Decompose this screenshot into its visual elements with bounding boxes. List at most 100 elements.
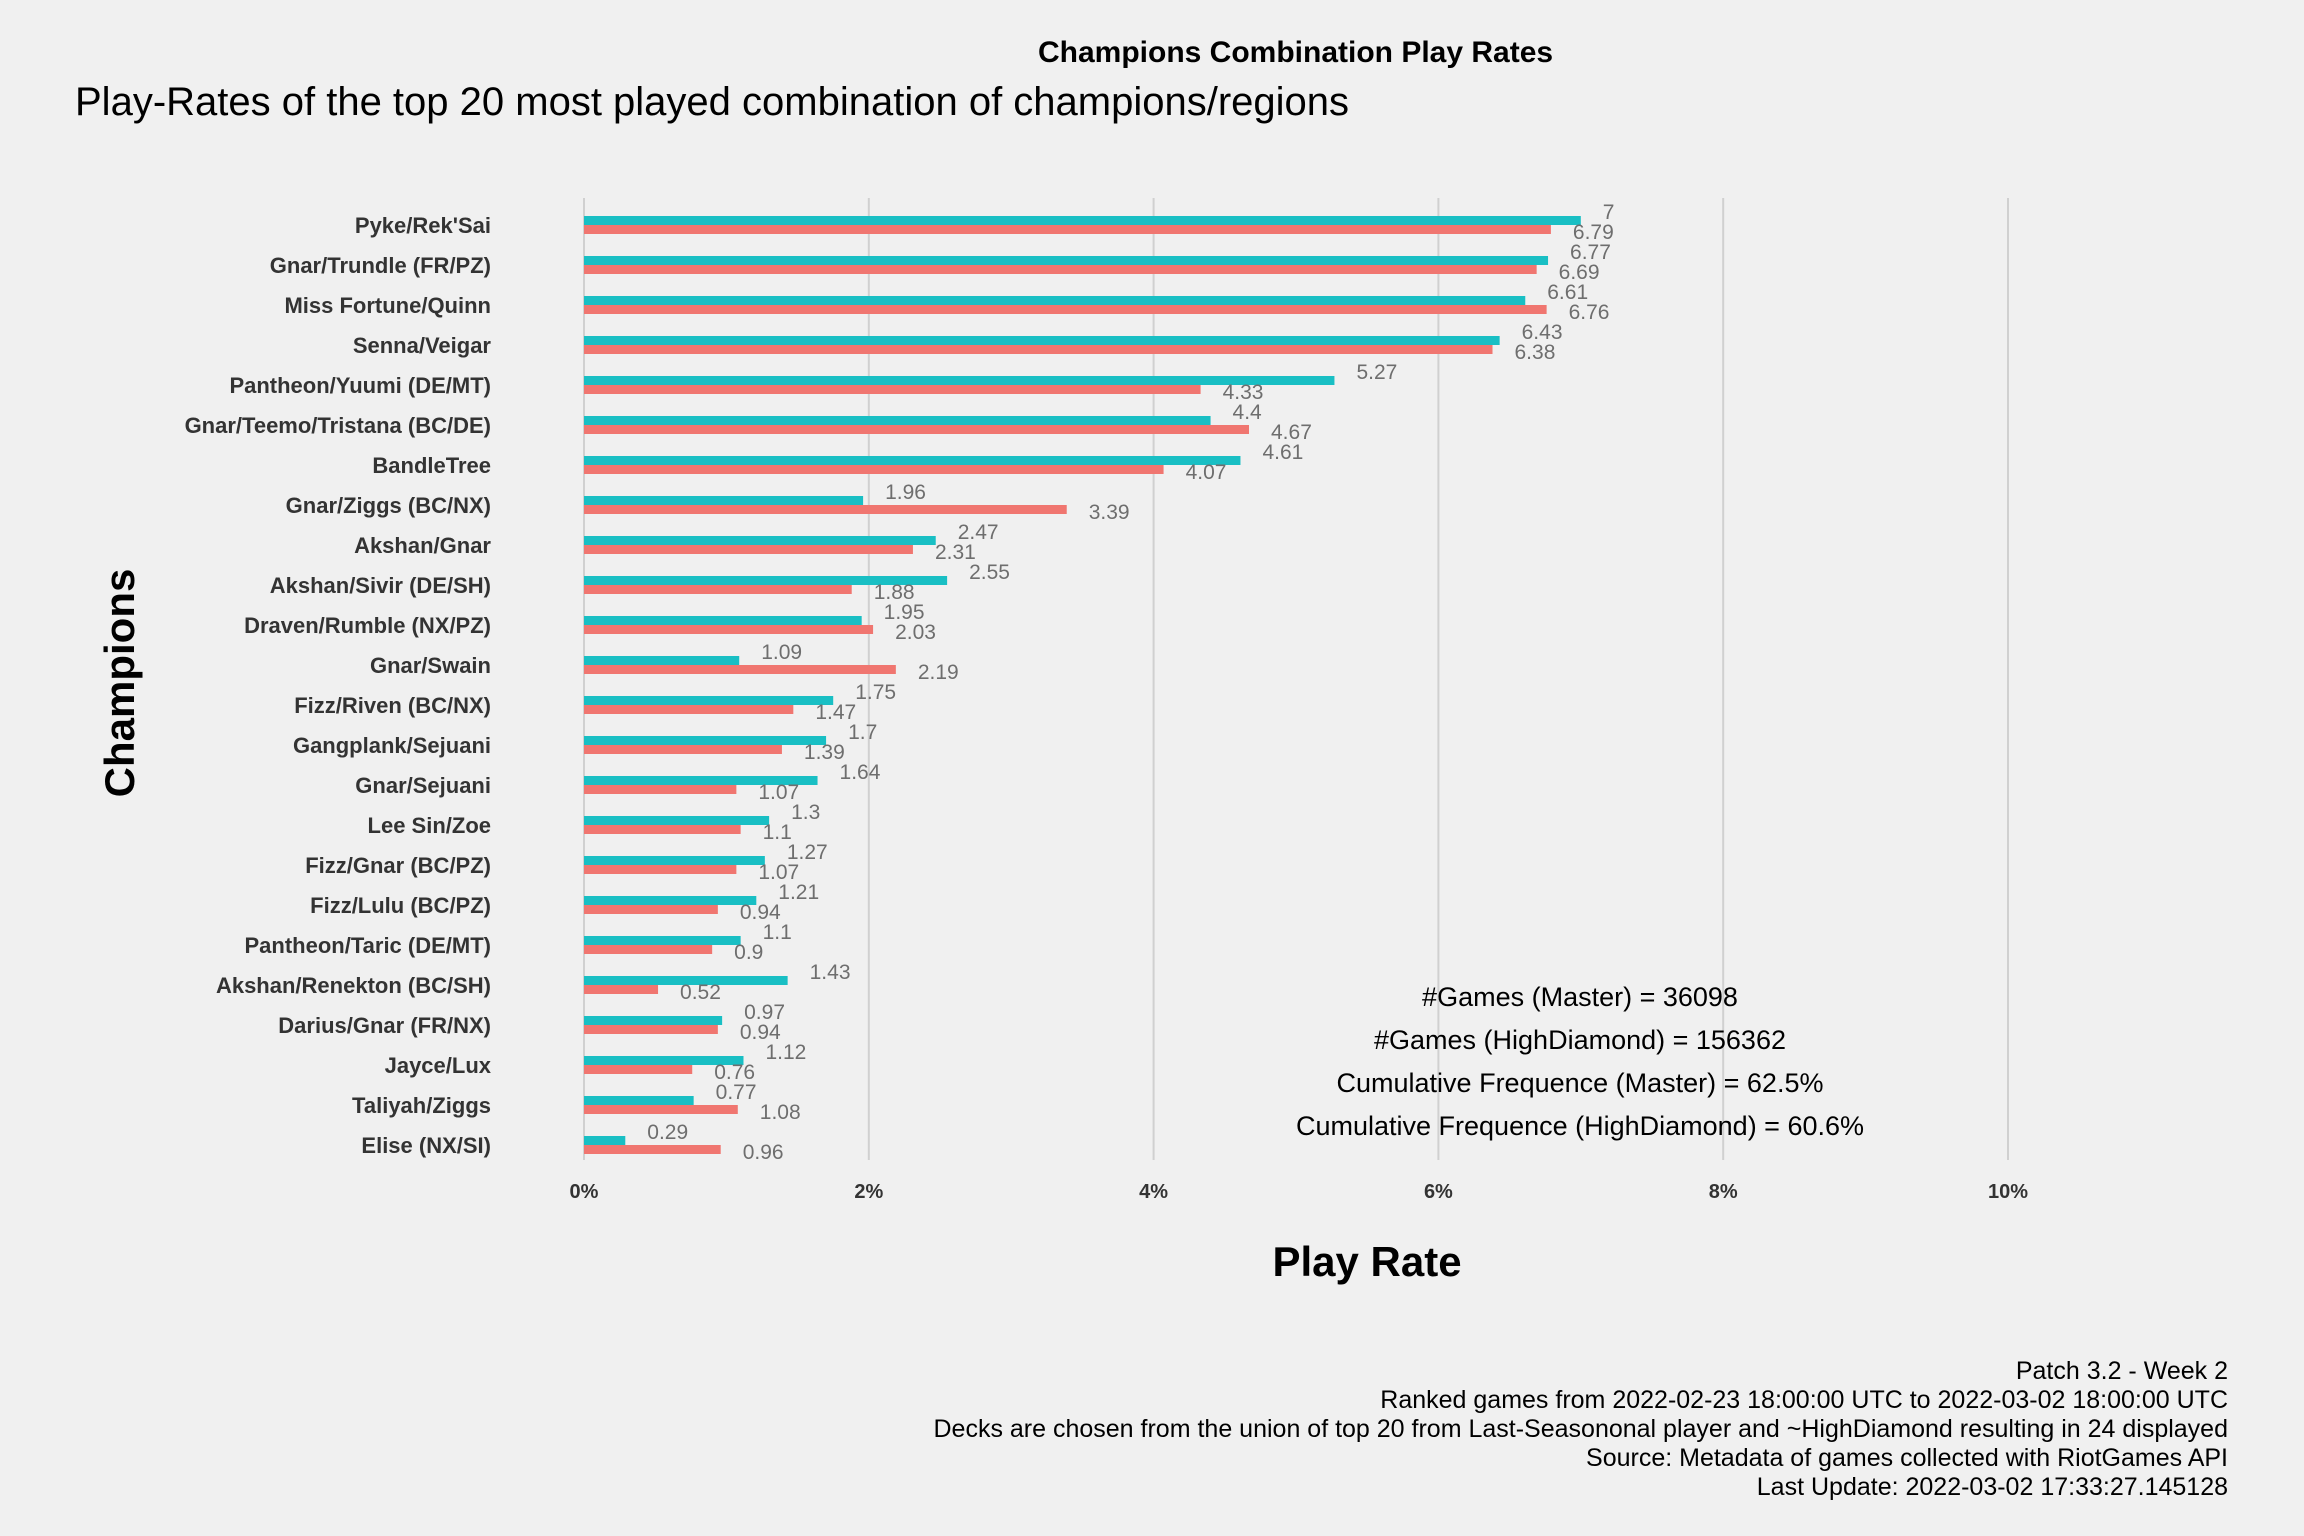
bar-master <box>584 456 1241 465</box>
bar-highdiamond <box>584 665 896 674</box>
value-label-master: 1.21 <box>778 881 819 904</box>
category-label: Senna/Veigar <box>353 333 492 358</box>
value-label-master: 5.27 <box>1356 361 1397 384</box>
value-label-highdiamond: 6.76 <box>1569 301 1610 324</box>
category-label: Gnar/Sejuani <box>355 773 491 798</box>
category-label: Gnar/Swain <box>370 653 491 678</box>
x-axis-label: Play Rate <box>1272 1238 1462 1285</box>
value-label-master: 0.29 <box>647 1121 688 1144</box>
bar-master <box>584 616 862 625</box>
bar-master <box>584 816 770 825</box>
bar-highdiamond <box>584 945 713 954</box>
footer-line: Source: Metadata of games collected with… <box>1586 1444 2228 1472</box>
annotation-games-highdiamond: #Games (HighDiamond) = 156362 <box>1374 1025 1786 1055</box>
bar-master <box>584 656 740 665</box>
bar-highdiamond <box>584 385 1201 394</box>
value-label-highdiamond: 2.19 <box>918 661 959 684</box>
bar-master <box>584 776 818 785</box>
category-label: Akshan/Sivir (DE/SH) <box>270 573 491 598</box>
category-label: Draven/Rumble (NX/PZ) <box>244 613 491 638</box>
footer-line: Last Update: 2022-03-02 17:33:27.145128 <box>1756 1473 2228 1501</box>
value-label-master: 1.1 <box>763 921 792 944</box>
value-label-master: 4.61 <box>1262 441 1303 464</box>
bar-master <box>584 1136 626 1145</box>
bar-highdiamond <box>584 865 737 874</box>
footer-line: Decks are chosen from the union of top 2… <box>933 1415 2228 1443</box>
bar-highdiamond <box>584 1105 738 1114</box>
bar-highdiamond <box>584 305 1547 314</box>
category-label: Akshan/Gnar <box>354 533 491 558</box>
bar-highdiamond <box>584 265 1537 274</box>
bar-highdiamond <box>584 585 852 594</box>
bar-master <box>584 1016 723 1025</box>
bar-master <box>584 896 757 905</box>
value-label-master: 6.43 <box>1522 321 1563 344</box>
footer-line: Ranked games from 2022-02-23 18:00:00 UT… <box>1380 1386 2228 1414</box>
value-label-highdiamond: 2.03 <box>895 621 936 644</box>
value-label-highdiamond: 4.33 <box>1223 381 1264 404</box>
value-label-master: 2.55 <box>969 561 1010 584</box>
bar-master <box>584 936 741 945</box>
category-label: Pyke/Rek'Sai <box>355 213 491 238</box>
category-label: Fizz/Riven (BC/NX) <box>294 693 491 718</box>
footer-line: Patch 3.2 - Week 2 <box>2015 1357 2228 1385</box>
category-label: Taliyah/Ziggs <box>352 1093 491 1118</box>
value-label-highdiamond: 0.94 <box>740 901 781 924</box>
bar-master <box>584 416 1211 425</box>
bar-highdiamond <box>584 985 659 994</box>
annotation-games-master: #Games (Master) = 36098 <box>1422 982 1738 1012</box>
bar-master <box>584 1096 694 1105</box>
footer-notes: Patch 3.2 - Week 2 Ranked games from 202… <box>933 1357 2228 1502</box>
value-label-master: 1.75 <box>855 681 896 704</box>
category-label: Gnar/Ziggs (BC/NX) <box>286 493 491 518</box>
value-label-master: 7 <box>1603 201 1615 224</box>
value-label-highdiamond: 1.08 <box>760 1101 801 1124</box>
value-label-master: 1.12 <box>765 1041 806 1064</box>
bar-master <box>584 376 1335 385</box>
bar-highdiamond <box>584 425 1250 434</box>
category-label: Jayce/Lux <box>385 1053 492 1078</box>
value-label-master: 1.7 <box>848 721 877 744</box>
bar-highdiamond <box>584 745 782 754</box>
value-label-highdiamond: 6.69 <box>1559 261 1600 284</box>
value-label-highdiamond: 4.07 <box>1186 461 1227 484</box>
category-label: Gnar/Trundle (FR/PZ) <box>270 253 491 278</box>
category-label: Lee Sin/Zoe <box>368 813 491 838</box>
bar-master <box>584 496 864 505</box>
bar-master <box>584 856 765 865</box>
bar-highdiamond <box>584 825 741 834</box>
value-label-highdiamond: 1.07 <box>758 781 799 804</box>
value-label-master: 1.27 <box>787 841 828 864</box>
category-label: Miss Fortune/Quinn <box>284 293 491 318</box>
x-tick-label: 0% <box>570 1181 599 1203</box>
category-label: Fizz/Gnar (BC/PZ) <box>305 853 491 878</box>
bar-master <box>584 736 827 745</box>
chart-subtitle: Play-Rates of the top 20 most played com… <box>75 80 1350 124</box>
value-label-highdiamond: 3.39 <box>1089 501 1130 524</box>
bar-master <box>584 296 1526 305</box>
category-label: Akshan/Renekton (BC/SH) <box>216 973 491 998</box>
value-label-master: 0.97 <box>744 1001 785 1024</box>
bar-highdiamond <box>584 785 737 794</box>
value-label-master: 2.47 <box>958 521 999 544</box>
value-label-master: 1.96 <box>885 481 926 504</box>
value-label-highdiamond: 0.76 <box>714 1061 755 1084</box>
bar-master <box>584 256 1549 265</box>
value-label-highdiamond: 0.96 <box>743 1141 784 1164</box>
bar-highdiamond <box>584 345 1493 354</box>
value-label-master: 1.95 <box>884 601 925 624</box>
value-label-highdiamond: 0.9 <box>734 941 763 964</box>
bar-highdiamond <box>584 625 874 634</box>
bar-highdiamond <box>584 225 1551 234</box>
value-label-highdiamond: 2.31 <box>935 541 976 564</box>
value-label-highdiamond: 1.88 <box>874 581 915 604</box>
chart-title: Champions Combination Play Rates <box>1038 36 1554 69</box>
bar-master <box>584 576 948 585</box>
value-label-master: 0.77 <box>716 1081 757 1104</box>
x-tick-label: 2% <box>854 1181 883 1203</box>
bar-highdiamond <box>584 545 913 554</box>
value-label-master: 1.43 <box>810 961 851 984</box>
value-label-highdiamond: 6.38 <box>1515 341 1556 364</box>
bar-highdiamond <box>584 465 1164 474</box>
value-label-highdiamond: 1.39 <box>804 741 845 764</box>
